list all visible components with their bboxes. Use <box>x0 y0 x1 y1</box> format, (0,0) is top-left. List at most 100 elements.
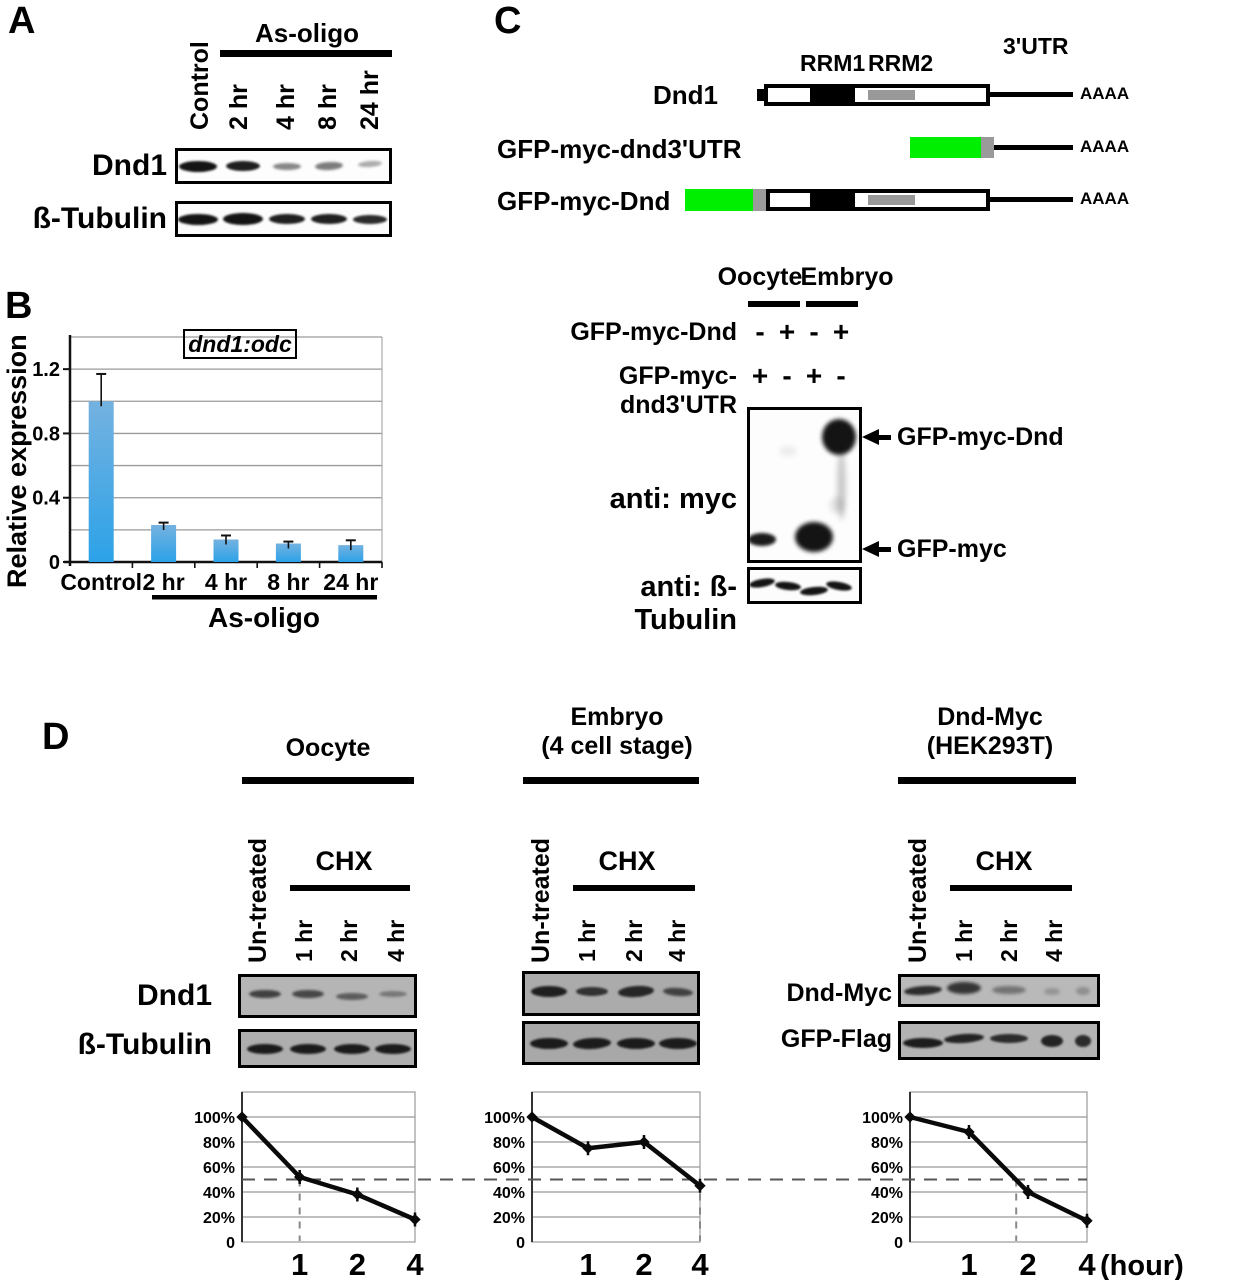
data-point-marker <box>582 1142 594 1154</box>
x-tick-label: 4 <box>406 1247 424 1280</box>
protein-band <box>799 585 828 597</box>
x-tick-label: 1 <box>291 1247 308 1280</box>
set1-tubulin-blot <box>238 1029 417 1068</box>
protein-band <box>292 990 325 999</box>
protein-band <box>314 161 343 171</box>
protein-band <box>659 1037 697 1049</box>
rrm2-block <box>868 90 915 100</box>
set1-time-1hr: 1 hr <box>291 919 317 962</box>
set3-row-gfpflag-label: GFP-Flag <box>780 1025 892 1053</box>
myc-linker-block <box>981 137 994 158</box>
set3-time-1hr: 1 hr <box>951 919 977 962</box>
protein-band <box>617 984 655 999</box>
sign: - <box>755 316 765 347</box>
set1-title-underline <box>242 777 414 784</box>
data-point-marker <box>638 1136 650 1148</box>
y-tick-label: 0.8 <box>32 423 60 445</box>
y-tick-label: 60% <box>493 1160 525 1177</box>
set2-chx-underline <box>573 885 695 891</box>
condition-gfp-myc-dnd3utr-label: GFP-myc-dnd3'UTR <box>618 362 737 419</box>
bar-8 hr <box>275 543 301 562</box>
construct-dnd1-label: Dnd1 <box>653 80 718 110</box>
set3-chx-label: CHX <box>975 846 1033 876</box>
bar-Control <box>88 401 114 562</box>
sign: + <box>751 360 769 391</box>
panel-b-bar-chart: 0 0.4 0.8 1.2 Control 2 hr 4 hr 8 hr 24 hrAs-oli… <box>32 335 383 633</box>
set2-dnd1-blot <box>522 971 700 1016</box>
protein-band <box>943 1032 984 1045</box>
protein-band <box>830 496 845 513</box>
protein-band <box>750 576 776 590</box>
panel-a-lane-2hr: 2 hr <box>225 84 253 130</box>
group-embryo-underline <box>806 301 858 307</box>
x-category-label: 4 hr <box>205 569 247 595</box>
y-tick-label: 40% <box>493 1185 525 1202</box>
protein-band <box>178 213 219 225</box>
panel-a-row-tubulin-label: ß-Tubulin <box>32 202 167 235</box>
data-point-marker <box>1081 1215 1093 1227</box>
arrow-tail <box>878 435 891 440</box>
sign: - <box>836 360 846 391</box>
protein-band <box>272 162 301 170</box>
set3-time-4hr: 4 hr <box>1041 919 1067 962</box>
decay-series <box>240 1115 416 1222</box>
panel-b-chart-title: dnd1:odc <box>183 329 297 359</box>
protein-band <box>1040 1034 1063 1047</box>
y-tick-label: 1.2 <box>32 359 60 381</box>
set3-gfpflag-blot <box>898 1021 1100 1060</box>
data-point-marker <box>409 1213 421 1226</box>
condition-gfp-myc-dnd-label: GFP-myc-Dnd <box>570 318 737 346</box>
data-point-marker <box>351 1188 363 1201</box>
x-category-label: Control <box>60 569 142 595</box>
set1-title: Oocyte <box>285 734 371 762</box>
construct-gfp-myc-dnd3utr-label: GFP-myc-dnd3'UTR <box>497 134 742 164</box>
dnd1-polya-label: AAAA <box>1080 84 1130 103</box>
x-tick-label: 4 <box>1078 1247 1096 1280</box>
set3-title-line2: (HEK293T) <box>926 732 1054 760</box>
y-tick-label: 80% <box>871 1135 903 1152</box>
protein-band <box>226 161 261 171</box>
protein-band <box>903 984 942 997</box>
x-tick-label: 1 <box>960 1247 977 1280</box>
protein-band <box>530 1037 569 1049</box>
panel-a-lane-24hr: 24 hr <box>356 70 384 130</box>
protein-band <box>249 990 282 999</box>
protein-band <box>794 521 833 552</box>
set3-row-dndmyc-label: Dnd-Myc <box>786 979 892 1007</box>
bar-2 hr <box>151 525 177 562</box>
x-tick-label: 2 <box>635 1247 652 1280</box>
gfp-myc-dnd3utr-polya-label: AAAA <box>1080 137 1130 156</box>
set1-row-tubulin-label: ß-Tubulin <box>77 1028 212 1061</box>
set3-title-line1: Dnd-Myc <box>937 703 1043 731</box>
y-tick-label: 20% <box>493 1210 525 1227</box>
panel-c-myc-blot <box>747 407 862 563</box>
y-tick-label: 20% <box>871 1210 903 1227</box>
probe-anti-tubulin-label: anti: ß-Tubulin <box>634 571 737 636</box>
decay-series <box>909 1114 1088 1223</box>
panel-b-label: B <box>5 285 33 327</box>
protein-band <box>774 580 802 591</box>
protein-band <box>379 991 408 998</box>
panel-d-label: D <box>42 716 70 758</box>
panel-a-treatment-header: As-oligo <box>255 18 359 48</box>
myc-linker-block-2 <box>753 189 766 211</box>
set3-chx-underline <box>950 885 1072 891</box>
y-tick-label: 0 <box>49 552 60 574</box>
gfp-myc-dnd-orf-box <box>766 189 990 211</box>
rrm1-block-2 <box>810 193 855 207</box>
gfp-block-2 <box>685 189 753 211</box>
probe-anti-myc-label: anti: myc <box>609 483 737 515</box>
protein-band <box>357 159 382 168</box>
y-tick-label: 100% <box>194 1110 235 1127</box>
y-tick-label: 60% <box>203 1160 235 1177</box>
sign: - <box>809 316 819 347</box>
set3-time-2hr: 2 hr <box>996 919 1022 962</box>
set1-row-dnd1-label: Dnd1 <box>137 979 212 1012</box>
protein-band <box>1076 986 1091 995</box>
y-tick-label: 100% <box>862 1110 903 1127</box>
panel-a-label: A <box>8 0 36 42</box>
protein-band <box>662 986 694 997</box>
y-tick-label: 0 <box>226 1235 235 1252</box>
arrow-tail <box>878 547 891 552</box>
protein-band <box>572 1036 612 1050</box>
